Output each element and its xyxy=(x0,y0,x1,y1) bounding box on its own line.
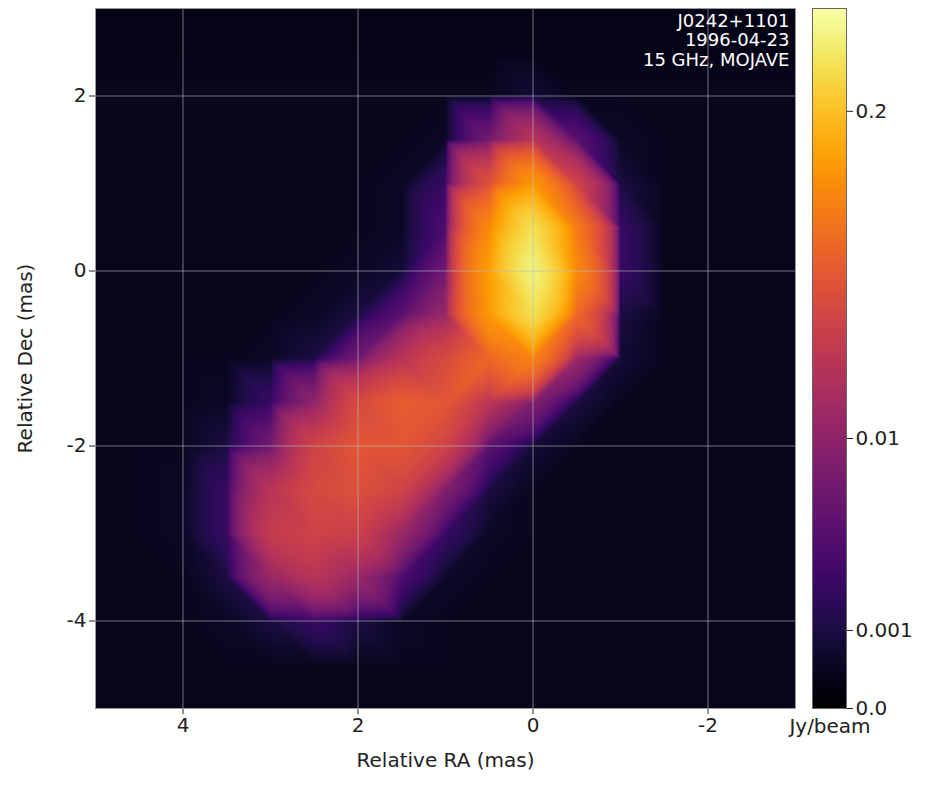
html-text:Jy/beam: Jy/beam xyxy=(789,714,871,738)
svg-text:0.001: 0.001 xyxy=(856,618,913,642)
svg-text:4: 4 xyxy=(177,713,190,737)
svg-text:2: 2 xyxy=(74,83,87,107)
svg-text:0.0: 0.0 xyxy=(855,695,888,720)
svg-text:0.01: 0.01 xyxy=(856,426,901,450)
svg-text:0: 0 xyxy=(527,713,540,737)
svg-text:Relative RA (mas): Relative RA (mas) xyxy=(357,748,535,772)
svg-text:Relative Dec (mas): Relative Dec (mas) xyxy=(13,264,37,454)
svg-text:2: 2 xyxy=(352,713,365,737)
svg-text:-2: -2 xyxy=(67,433,87,457)
svg-text:0: 0 xyxy=(74,258,87,282)
svg-text:0.2: 0.2 xyxy=(856,99,888,123)
svg-text:J0242+11011996-04-2315 GHz, MO: J0242+11011996-04-2315 GHz, MOJAVE xyxy=(643,10,790,71)
svg-text:-2: -2 xyxy=(698,713,718,737)
svg-text:-4: -4 xyxy=(67,608,87,632)
